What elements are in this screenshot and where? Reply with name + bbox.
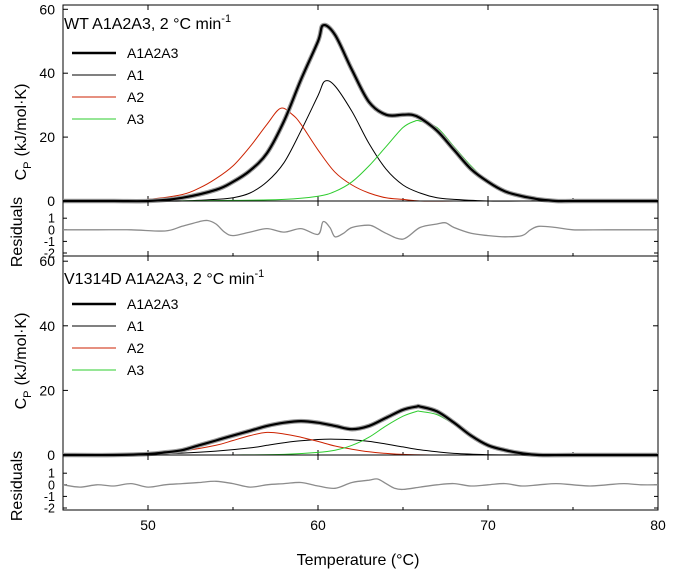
wt-residuals-frame [62,200,659,257]
v1314d-residuals-frame [62,454,659,511]
series-a1a2a3-line [62,404,658,457]
series-a2-line [113,431,489,456]
x-tick-label: 70 [480,517,496,533]
residual-y-tick-label: 1 [48,212,55,226]
residual-y-tick-label: -1 [44,235,55,249]
wt-cp-axis-label: CP(kJ/mol·K) [13,84,34,181]
wt-residuals-panel: Residuals -2-101 [9,197,659,267]
x-tick-label: 80 [650,517,666,533]
residual-y-tick-label: -1 [44,490,55,504]
wt-title-superscript: -1 [221,13,231,25]
residual-y-tick-label: -2 [44,502,55,516]
series-a1a2a3-data-trace [62,403,658,458]
legend-label-a1: A1 [127,67,144,83]
y-tick-label: 40 [39,65,55,81]
legend-label-a1a2a3: A1A2A3 [127,296,179,312]
x-tick-label: 50 [140,517,156,533]
legend-label-a2: A2 [127,89,144,105]
legend-label-a1: A1 [127,318,144,334]
y-tick-label: 0 [47,193,55,209]
y-tick-label: 0 [47,447,55,463]
y-tick-label: 20 [39,382,55,398]
residuals-line [62,219,658,240]
v1314d-cp-panel: V1314D A1A2A3, 2 °C min-1 CP(kJ/mol·K) 0… [13,253,659,463]
wt-cp-frame [62,4,659,202]
residual-y-tick-label: 1 [48,467,55,481]
y-tick-label: 40 [39,318,55,334]
wt-cp-panel: WT A1A2A3, 2 °C min-1 CP(kJ/mol·K) 0 20 40… [13,1,659,209]
wt-residuals-axis-label: Residuals [9,197,26,267]
wt-panel-title: WT A1A2A3, 2 °C min-1 [64,13,231,33]
x-tick-label: 60 [310,517,326,533]
v1314d-residuals-axis-label: Residuals [9,451,26,521]
series-a2-line [113,107,488,202]
v1314d-residuals-panel: Residuals -2-101 50 60 70 80 [9,451,666,533]
y-tick-label: 20 [39,129,55,145]
v1314d-cp-axis-label: CP(kJ/mol·K) [13,313,34,410]
residual-y-tick-label: 0 [48,223,55,237]
series-a1-line [147,80,573,202]
legend-label-a3: A3 [127,362,144,378]
residual-y-tick-label: -2 [44,247,55,261]
legend-label-a2: A2 [127,340,144,356]
series-a1-line [113,438,574,456]
series-a3-line [232,410,607,456]
v1314d-title-superscript: -1 [255,268,265,280]
legend-label-a3: A3 [127,111,144,127]
residual-y-tick-label: 0 [48,478,55,492]
v1314d-panel-title: V1314D A1A2A3, 2 °C min-1 [64,268,264,288]
legend-label-a1a2a3: A1A2A3 [127,45,179,61]
residuals-line [62,478,659,491]
x-axis-label: Temperature (°C) [297,552,420,569]
y-tick-label: 60 [39,253,55,269]
series-a1a2a3-line [63,24,658,203]
y-tick-label: 60 [39,1,55,17]
